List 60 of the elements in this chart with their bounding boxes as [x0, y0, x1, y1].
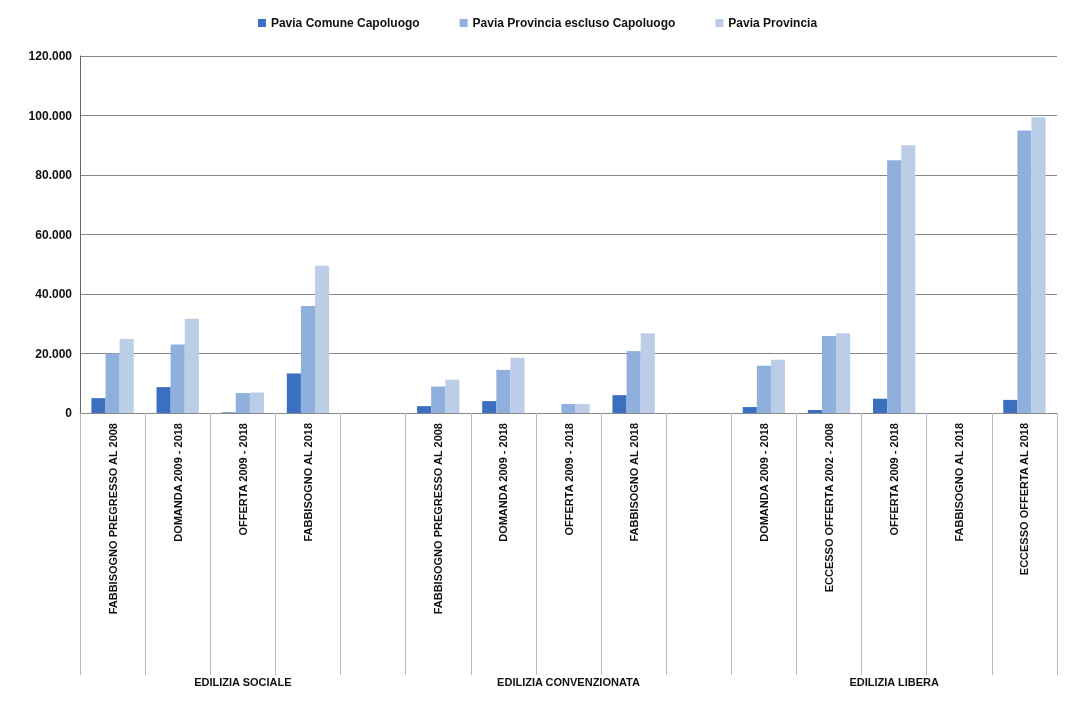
y-tick-label: 20.000 — [35, 346, 73, 361]
x-tick-label: FABBISOGNO PREGRESSO AL 2008 — [432, 423, 445, 615]
bar — [821, 335, 837, 413]
text: EDILIZIA SOCIALE — [194, 676, 292, 688]
bar — [756, 365, 771, 413]
bar — [575, 404, 590, 413]
legend-label: Pavia Provincia escluso Capoluogo — [472, 16, 676, 30]
x-tick-label: FABBISOGNO AL 2018 — [301, 423, 314, 542]
x-tick-label: ECCESSO OFFERTA 2002 - 2008 — [823, 423, 836, 593]
y-tick-label: 120.000 — [28, 49, 73, 63]
bar — [170, 344, 185, 413]
bar — [873, 398, 888, 413]
bar — [626, 351, 641, 413]
text: EDILIZIA LIBERA — [849, 676, 939, 688]
bar — [770, 359, 786, 413]
x-tick-label: DOMANDA 2009 - 2018 — [497, 423, 510, 542]
x-tick-label: ECCESSO OFFERTA AL 2018 — [1018, 423, 1031, 576]
x-tick-label: FABBISOGNO AL 2018 — [953, 423, 966, 542]
bar — [1003, 399, 1018, 413]
y-tick-label: 40.000 — [35, 287, 73, 301]
x-tick-label: FABBISOGNO PREGRESSO AL 2008 — [106, 423, 119, 615]
x-tick-label: OFFERTA 2009 - 2018 — [888, 423, 901, 536]
bar — [1017, 130, 1032, 413]
legend-label: Pavia Comune Capoluogo — [270, 16, 420, 30]
bar — [249, 392, 264, 413]
y-tick-label: 60.000 — [35, 227, 73, 242]
bar — [836, 333, 851, 413]
x-tick-label: OFFERTA 2009 - 2018 — [562, 423, 575, 536]
bar — [300, 305, 316, 413]
bar — [235, 393, 250, 413]
bar — [561, 404, 576, 413]
bar — [482, 401, 497, 413]
bar — [496, 369, 511, 413]
bar — [887, 160, 902, 413]
bar — [901, 145, 916, 413]
x-tick-label: DOMANDA 2009 - 2018 — [757, 423, 770, 542]
bar — [431, 386, 446, 413]
x-tick-label: FABBISOGNO AL 2018 — [627, 423, 640, 542]
bar — [119, 338, 134, 413]
bar — [417, 406, 432, 413]
bar — [315, 265, 330, 413]
bar — [742, 407, 757, 413]
text: EDILIZIA CONVENZIONATA — [497, 676, 640, 688]
bar — [156, 387, 171, 413]
bar — [445, 379, 460, 413]
bar — [91, 398, 106, 413]
bar — [105, 353, 120, 413]
legend-label: Pavia Provincia — [728, 16, 818, 30]
bar — [184, 318, 199, 413]
y-tick-label: 100.000 — [28, 108, 73, 123]
x-tick-label: DOMANDA 2009 - 2018 — [171, 423, 184, 542]
bar — [286, 373, 301, 413]
y-tick-label: 80.000 — [35, 168, 73, 182]
y-tick-label: 0 — [65, 406, 73, 420]
bar — [1031, 117, 1046, 413]
x-tick-label: OFFERTA 2009 - 2018 — [236, 423, 249, 536]
bar — [510, 357, 525, 413]
bar — [807, 410, 822, 413]
bar — [640, 333, 655, 413]
bar — [612, 395, 627, 413]
